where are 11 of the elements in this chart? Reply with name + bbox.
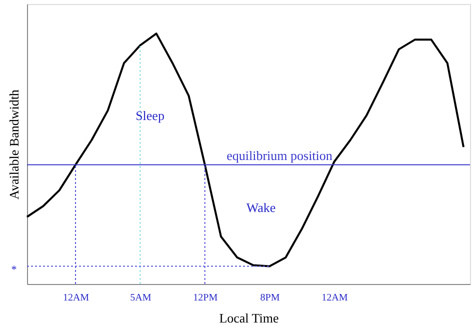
x-tick-label: 12PM	[193, 292, 218, 304]
y-axis-title: Available Bandwidth	[6, 89, 22, 200]
x-axis-title: Local Time	[219, 310, 280, 326]
ref-line-label: equilibrium position	[226, 148, 333, 163]
text: *	[11, 264, 17, 276]
x-tick-label: 12AM	[62, 292, 90, 304]
x-tick-label: 5AM	[130, 292, 152, 304]
x-tick-label: 8PM	[260, 292, 280, 304]
annotation: Sleep	[136, 108, 164, 123]
x-tick-label: 12AM	[322, 292, 348, 304]
annotation: Wake	[246, 200, 276, 215]
